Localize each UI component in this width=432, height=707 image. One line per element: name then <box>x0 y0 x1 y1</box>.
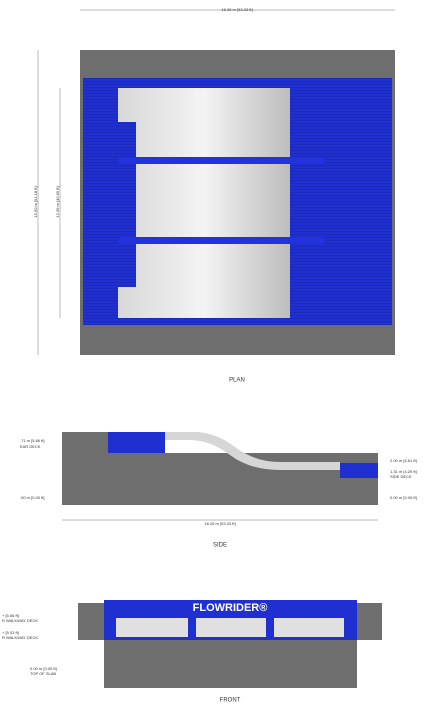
dim-label: .71 m [5.66 ft] <box>20 438 44 443</box>
body <box>104 640 357 688</box>
dim-label: 0.00 m [0.00 ft] <box>390 495 417 500</box>
dim-note: SIDE DECK <box>390 474 412 479</box>
dim-label: + [5.66 ft] <box>2 613 19 618</box>
rail <box>118 157 325 164</box>
side-view: .71 m [5.66 ft] EAR DECK .00 m [0.00 ft]… <box>20 432 417 549</box>
grate <box>340 463 378 478</box>
panel <box>196 618 266 637</box>
dim-note: R WALKWAY DECK <box>2 635 38 640</box>
dim-note: TOP OF SLAB <box>30 671 56 676</box>
front-view: FLOWRIDER® + [5.66 ft] R WALKWAY DECK + … <box>2 600 382 704</box>
dim-label: 16.26 m [53.33 ft] <box>221 7 252 12</box>
dim-label: 15.60 m [51.18 ft] <box>33 186 38 217</box>
dim-label: 1.31 m [4.29 ft] <box>390 469 417 474</box>
dim-label: 0.00 m [0.00 ft] <box>30 666 57 671</box>
dim-label: + [5.03 ft] <box>2 630 19 635</box>
rail <box>118 237 325 244</box>
panel <box>274 618 344 637</box>
view-label: FRONT <box>220 698 241 704</box>
dim-note: EAR DECK <box>20 444 41 449</box>
view-label: PLAN <box>229 378 245 384</box>
dim-label: 12.39 m [40.65 ft] <box>55 186 60 217</box>
body <box>62 453 378 505</box>
dim-label: .00 m [0.00 ft] <box>20 495 44 500</box>
plan-view: 16.26 m [53.33 ft] 15.60 m [51.18 ft] 12… <box>33 7 395 384</box>
grate <box>118 122 136 287</box>
logo: FLOWRIDER® <box>193 602 268 614</box>
dim-note: R WALKWAY DECK <box>2 618 38 623</box>
riding-surface <box>118 88 290 318</box>
riding-surface <box>165 432 340 470</box>
grate <box>108 432 165 453</box>
view-label: SIDE <box>213 543 227 549</box>
dim-label: 16.26 m [53.33 ft] <box>204 521 235 526</box>
deck <box>62 432 108 453</box>
panel <box>116 618 188 637</box>
dim-label: 2.00 m [6.61 ft] <box>390 458 417 463</box>
